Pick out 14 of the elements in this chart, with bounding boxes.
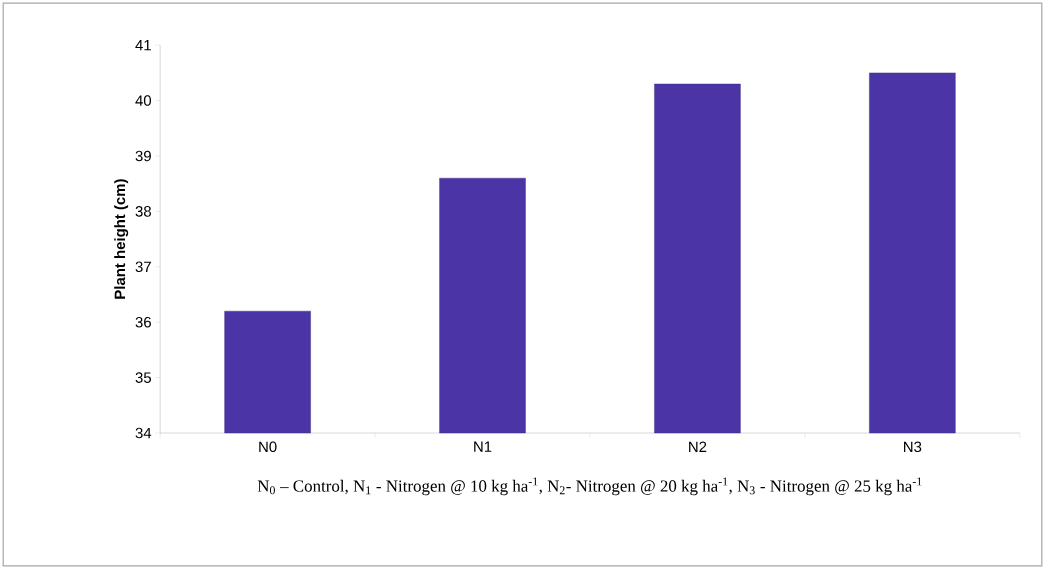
x-tick-label: N3 <box>904 441 922 453</box>
y-tick-label: 38 <box>135 206 151 217</box>
y-axis-title: Plant height (cm) <box>114 179 129 299</box>
y-tick-label: 35 <box>135 372 151 383</box>
y-tick-label: 34 <box>135 427 152 439</box>
x-tick-label: N1 <box>474 441 492 452</box>
x-tick-label: N2 <box>689 441 707 452</box>
y-tick-label: 36 <box>135 316 151 328</box>
x-tick-label: N0 <box>259 441 277 453</box>
text: N$_{0}$ – Control, N$_{1}$ - Nitrogen @ 10 kg ha$^{-1}$, N$_{2}$- Nitrogen @ 20 kg ha$^{-1}$, N$_{3}$ - Nitrogen @ 25 kg ha$^{-1}$ <box>257 477 922 496</box>
y-tick-label: 39 <box>135 150 151 162</box>
y-tick-label: 41 <box>135 39 151 51</box>
y-tick-label: 40 <box>135 95 152 106</box>
y-tick-label: 37 <box>135 261 151 273</box>
